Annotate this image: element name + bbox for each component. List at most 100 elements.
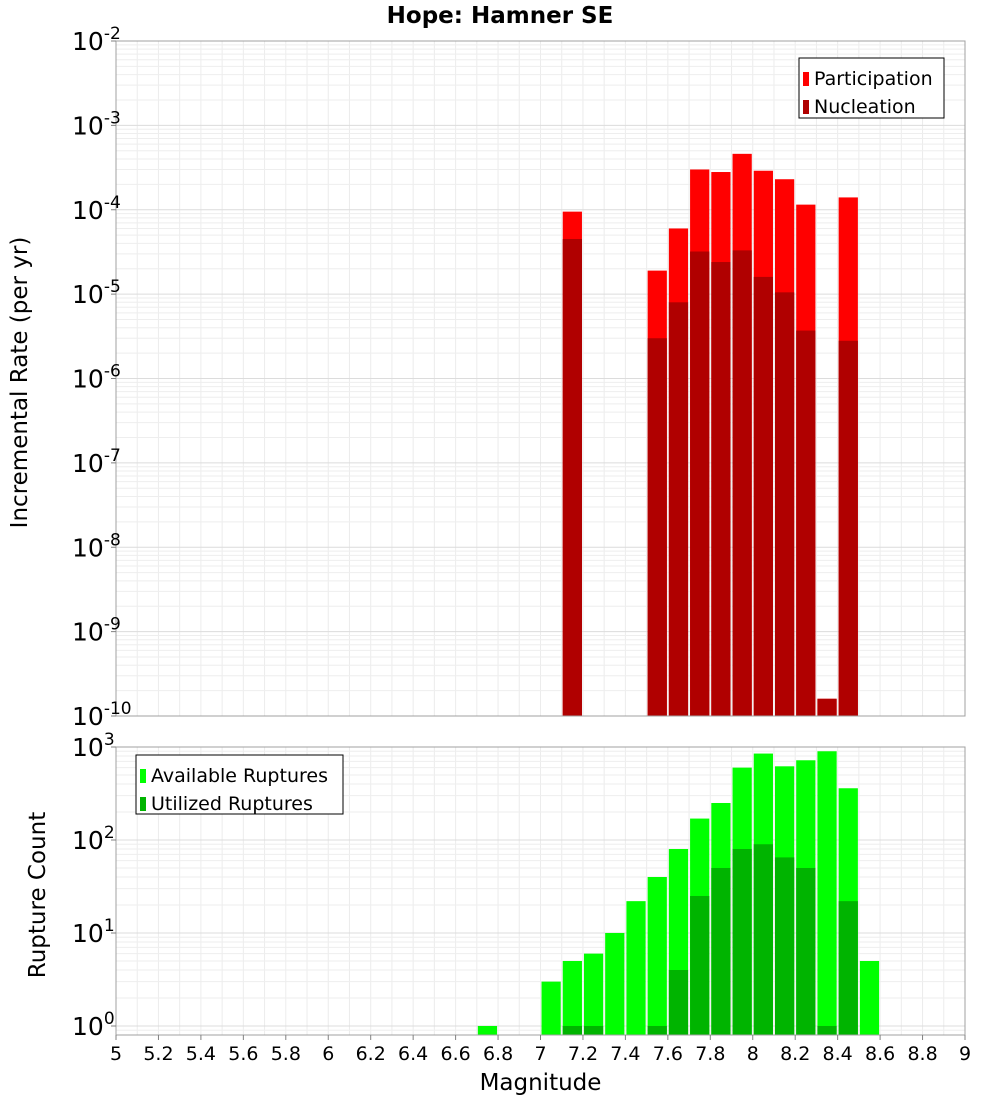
top-panel-y-tick-label: 10-7 bbox=[72, 446, 121, 478]
tick-exponent: 3 bbox=[104, 730, 115, 750]
bottom-panel-bar bbox=[562, 1025, 582, 1035]
tick-base: 10 bbox=[72, 618, 104, 647]
bottom-panel-y-tick-label: 101 bbox=[72, 916, 115, 948]
bottom-legend-label: Utilized Ruptures bbox=[151, 793, 313, 815]
tick-exponent: 0 bbox=[104, 1009, 115, 1029]
top-legend-swatch bbox=[803, 72, 809, 86]
top-legend-swatch bbox=[803, 100, 809, 114]
top-legend: Participation Nucleation bbox=[798, 57, 945, 119]
bottom-panel-bars bbox=[477, 751, 880, 1035]
x-tick-label: 6.8 bbox=[483, 1043, 513, 1065]
tick-exponent: -8 bbox=[104, 530, 121, 550]
bottom-panel-bar bbox=[583, 953, 604, 1035]
top-panel-bar bbox=[774, 292, 795, 716]
top-panel-bar bbox=[753, 276, 773, 716]
bottom-panel-bar bbox=[732, 849, 752, 1035]
bottom-panel-bar bbox=[477, 1025, 498, 1035]
top-panel-y-tick-label: 10-2 bbox=[72, 24, 121, 56]
bottom-panel-bar bbox=[796, 867, 816, 1035]
x-tick-label: 7 bbox=[534, 1043, 546, 1065]
x-tick-label: 7.2 bbox=[568, 1043, 598, 1065]
x-tick-label: 5.4 bbox=[186, 1043, 216, 1065]
top-panel-y-tick-label: 10-5 bbox=[72, 277, 121, 309]
x-tick-label: 5.8 bbox=[271, 1043, 301, 1065]
tick-exponent: 2 bbox=[104, 823, 115, 843]
tick-base: 10 bbox=[72, 1012, 104, 1041]
top-panel-grid bbox=[115, 40, 966, 717]
top-panel-bars bbox=[562, 153, 858, 717]
x-tick-label: 6 bbox=[322, 1043, 334, 1065]
top-panel-bar bbox=[690, 251, 710, 716]
x-tick-label: 6.2 bbox=[356, 1043, 386, 1065]
bottom-panel-bar bbox=[541, 981, 561, 1035]
top-panel-bar bbox=[711, 262, 731, 716]
x-tick-label: 8.2 bbox=[780, 1043, 810, 1065]
x-tick-label: 6.4 bbox=[398, 1043, 428, 1065]
x-tick-label: 8.6 bbox=[865, 1043, 895, 1065]
tick-base: 10 bbox=[72, 826, 104, 855]
bottom-panel-bar bbox=[711, 867, 731, 1035]
bottom-panel-bar bbox=[859, 960, 880, 1035]
x-tick-label: 8 bbox=[747, 1043, 759, 1065]
bottom-panel-bar bbox=[774, 857, 795, 1035]
bottom-panel-bar bbox=[626, 901, 646, 1035]
bottom-y-axis-title: Rupture Count bbox=[25, 812, 51, 978]
top-panel-series-1 bbox=[562, 239, 858, 716]
bottom-panel-bar bbox=[668, 970, 689, 1035]
top-panel-bar bbox=[668, 302, 689, 716]
top-panel-y-tick-label: 10-3 bbox=[72, 108, 121, 140]
bottom-legend-label: Available Ruptures bbox=[151, 765, 328, 787]
bottom-panel-y-tick-label: 102 bbox=[72, 823, 115, 855]
top-y-axis-title: Incremental Rate (per yr) bbox=[7, 237, 33, 529]
bottom-legend-swatch bbox=[140, 769, 146, 783]
x-tick-labels: 5 5.2 5.4 5.6 5.8 6 6.2 6.4 6.6 6.8 7 7.2 7.4 7.6 7.8 8… bbox=[110, 1035, 971, 1065]
bottom-panel-y-tick-label: 100 bbox=[72, 1009, 115, 1041]
x-tick-label: 8.4 bbox=[823, 1043, 853, 1065]
top-panel-bar bbox=[647, 338, 667, 716]
top-panel-bar bbox=[796, 330, 816, 716]
bottom-legend: Available Ruptures Utilized Ruptures bbox=[135, 754, 344, 815]
top-panel-y-tick-label: 10-4 bbox=[72, 193, 121, 225]
bottom-panel-bar bbox=[647, 877, 667, 1035]
tick-base: 10 bbox=[72, 196, 104, 225]
tick-exponent: -2 bbox=[104, 24, 121, 44]
tick-exponent: -4 bbox=[104, 193, 121, 213]
bottom-legend-swatch bbox=[140, 797, 146, 811]
top-panel-y-tick-label: 10-6 bbox=[72, 362, 121, 394]
tick-base: 10 bbox=[72, 365, 104, 394]
x-axis-title: Magnitude bbox=[480, 1070, 602, 1096]
x-tick-label: 9 bbox=[959, 1043, 971, 1065]
tick-exponent: -7 bbox=[104, 446, 121, 466]
tick-base: 10 bbox=[72, 919, 104, 948]
bottom-panel-bar bbox=[583, 1025, 604, 1035]
tick-base: 10 bbox=[72, 27, 104, 56]
tick-base: 10 bbox=[72, 533, 104, 562]
tick-base: 10 bbox=[72, 449, 104, 478]
tick-exponent: -10 bbox=[104, 699, 132, 719]
top-panel-bar bbox=[732, 250, 752, 716]
bottom-panel-bar bbox=[690, 895, 710, 1035]
bottom-panel-bar bbox=[817, 751, 837, 1035]
tick-exponent: 1 bbox=[104, 916, 115, 936]
tick-base: 10 bbox=[72, 733, 104, 762]
tick-exponent: -9 bbox=[104, 615, 121, 635]
top-legend-box bbox=[798, 57, 945, 119]
top-legend-label: Participation bbox=[814, 68, 933, 90]
top-panel-y-tick-label: 10-9 bbox=[72, 615, 121, 647]
tick-base: 10 bbox=[72, 111, 104, 140]
x-tick-label: 7.8 bbox=[695, 1043, 725, 1065]
chart-title: Hope: Hamner SE bbox=[387, 3, 614, 29]
x-tick-label: 5.2 bbox=[143, 1043, 173, 1065]
tick-base: 10 bbox=[72, 702, 104, 731]
x-tick-label: 8.8 bbox=[907, 1043, 937, 1065]
top-panel-y-tick-label: 10-8 bbox=[72, 530, 121, 562]
top-panel-bar bbox=[817, 698, 837, 716]
top-panel-bar bbox=[838, 340, 858, 716]
x-tick-label: 5.6 bbox=[228, 1043, 258, 1065]
tick-base: 10 bbox=[72, 280, 104, 309]
bottom-panel-bar bbox=[605, 932, 625, 1035]
tick-exponent: -6 bbox=[104, 362, 121, 382]
bottom-panel-bar bbox=[753, 844, 773, 1035]
